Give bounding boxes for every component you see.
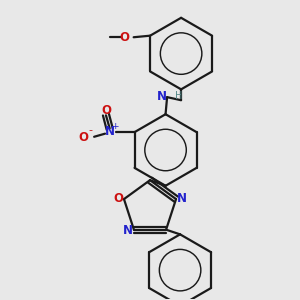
- Text: O: O: [79, 131, 88, 144]
- Text: H: H: [175, 91, 182, 100]
- Text: N: N: [157, 90, 166, 103]
- Text: O: O: [119, 31, 129, 44]
- Text: N: N: [177, 192, 187, 205]
- Text: N: N: [105, 125, 115, 138]
- Text: O: O: [101, 104, 111, 117]
- Text: O: O: [113, 192, 123, 205]
- Text: +: +: [112, 122, 119, 131]
- Text: -: -: [88, 126, 92, 136]
- Text: N: N: [123, 224, 133, 237]
